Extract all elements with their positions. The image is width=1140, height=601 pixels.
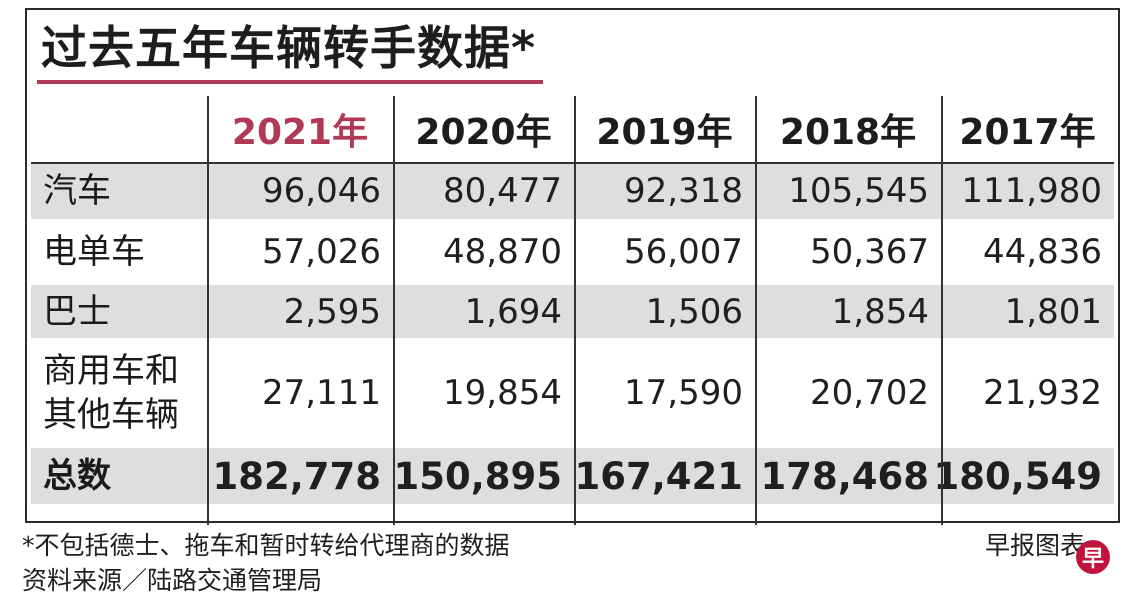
table-cell: 20,702 bbox=[810, 373, 929, 413]
column-divider bbox=[574, 96, 576, 525]
table-cell: 167,421 bbox=[574, 454, 743, 498]
year-header: 2021年 bbox=[231, 112, 369, 153]
table-total-row: 总数 182,778 150,895 167,421 178,468 180,5… bbox=[31, 448, 1114, 504]
column-divider bbox=[941, 96, 943, 525]
year-header: 2018年 bbox=[779, 112, 917, 153]
column-divider bbox=[755, 96, 757, 525]
column-divider bbox=[207, 96, 209, 525]
table-cell: 178,468 bbox=[760, 454, 929, 498]
table-row: 商用车和 其他车辆 27,111 19,854 17,590 20,702 21… bbox=[31, 338, 1114, 448]
row-label-line: 商用车和 bbox=[43, 351, 179, 391]
table-header-row: 2021年 2020年 2019年 2018年 2017年 bbox=[31, 96, 1114, 162]
table-cell: 50,367 bbox=[810, 232, 929, 272]
row-label: 汽车 bbox=[43, 170, 111, 211]
table-row: 电单车 57,026 48,870 56,007 50,367 44,836 bbox=[31, 219, 1114, 285]
row-label: 电单车 bbox=[43, 232, 145, 272]
table-cell: 92,318 bbox=[624, 170, 743, 211]
table-cell: 180,549 bbox=[933, 454, 1102, 498]
table-cell: 19,854 bbox=[443, 373, 562, 413]
table-cell: 105,545 bbox=[788, 170, 929, 211]
table-cell: 44,836 bbox=[983, 232, 1102, 272]
row-label-line: 其他车辆 bbox=[43, 395, 179, 435]
year-header: 2020年 bbox=[415, 112, 552, 153]
title-underline bbox=[37, 80, 543, 84]
table-cell: 48,870 bbox=[443, 232, 562, 272]
year-header: 2019年 bbox=[596, 112, 733, 153]
table-cell: 27,111 bbox=[262, 373, 381, 413]
table-row: 巴士 2,595 1,694 1,506 1,854 1,801 bbox=[31, 285, 1114, 338]
table-cell: 111,980 bbox=[961, 170, 1102, 211]
row-label: 总数 bbox=[43, 456, 111, 496]
table-frame: 过去五年车辆转手数据* 2021年 2020年 2019年 2018年 2017… bbox=[25, 8, 1120, 525]
header-divider bbox=[31, 162, 1114, 164]
page-title: 过去五年车辆转手数据* bbox=[41, 21, 537, 75]
table-cell: 1,854 bbox=[831, 291, 929, 332]
source-note: 资料来源／陆路交通管理局 bbox=[22, 566, 323, 595]
table-cell: 150,895 bbox=[393, 454, 562, 498]
row-label: 巴士 bbox=[43, 291, 111, 332]
table-cell: 96,046 bbox=[262, 170, 381, 211]
credit: 早报图表 bbox=[984, 531, 1085, 560]
table-row: 汽车 96,046 80,477 92,318 105,545 111,980 bbox=[31, 162, 1114, 219]
table-cell: 1,506 bbox=[645, 291, 743, 332]
row-label: 商用车和 其他车辆 bbox=[31, 338, 207, 448]
year-header: 2017年 bbox=[959, 112, 1096, 153]
table-cell: 57,026 bbox=[262, 232, 381, 272]
table-cell: 56,007 bbox=[624, 232, 743, 272]
column-divider bbox=[393, 96, 395, 525]
brand-logo-icon: 早 bbox=[1076, 540, 1110, 574]
footnote: *不包括德士、拖车和暂时转给代理商的数据 bbox=[22, 531, 510, 560]
table-cell: 182,778 bbox=[212, 454, 381, 498]
table-cell: 2,595 bbox=[283, 291, 381, 332]
data-table: 2021年 2020年 2019年 2018年 2017年 汽车 96,046 … bbox=[27, 96, 1118, 504]
table-cell: 21,932 bbox=[983, 373, 1102, 413]
table-cell: 1,694 bbox=[464, 291, 562, 332]
table-cell: 17,590 bbox=[624, 373, 743, 413]
table-cell: 1,801 bbox=[1004, 291, 1102, 332]
table-cell: 80,477 bbox=[443, 170, 562, 211]
